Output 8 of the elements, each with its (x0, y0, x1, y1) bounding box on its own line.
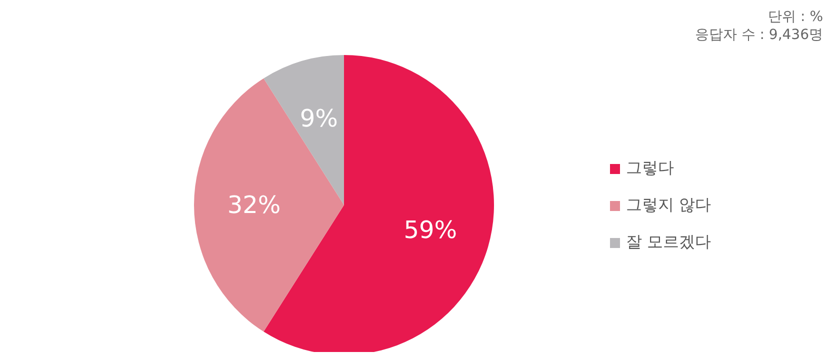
data-label: 32% (227, 191, 281, 219)
legend-label: 잘 모르겠다 (626, 232, 711, 253)
data-label: 59% (404, 216, 458, 244)
text: 단위 : % (767, 8, 823, 26)
legend-label: 그렇다 (626, 158, 674, 179)
text: 응답자 수 : 9,436명 (694, 26, 823, 44)
data-label: 9% (300, 104, 338, 133)
legend-label: 그렇지 않다 (626, 195, 711, 216)
